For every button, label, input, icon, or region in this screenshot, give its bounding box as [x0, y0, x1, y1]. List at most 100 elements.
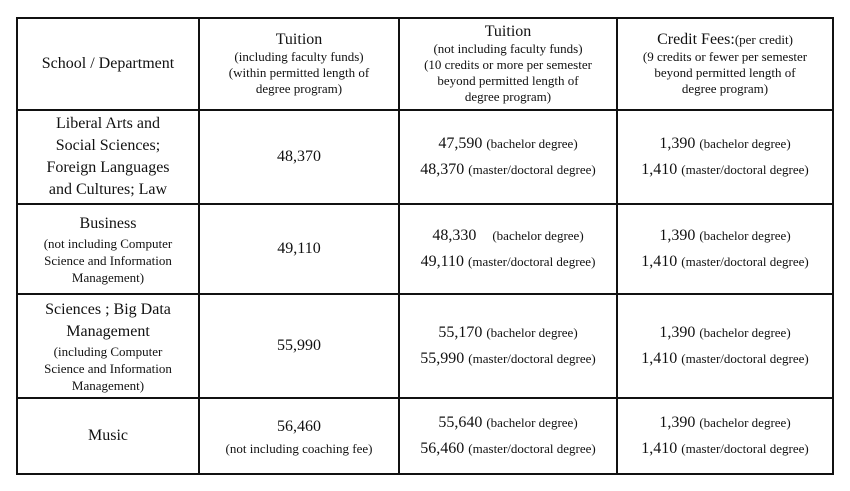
- amount: 56,460: [420, 440, 465, 457]
- credit-master: 1,410 (master/doctoral degree): [622, 436, 828, 462]
- school-cell: Sciences ; Big Data Management (includin…: [16, 293, 200, 399]
- school-cell: Business (not including Computer Science…: [16, 203, 200, 295]
- degree-label: (bachelor degree): [486, 415, 578, 430]
- amount: 1,390: [659, 135, 696, 152]
- tuition-incl-amount: 48,370: [277, 148, 321, 165]
- amount: 48,330: [432, 227, 477, 244]
- degree-label: (bachelor degree): [699, 415, 791, 430]
- degree-label: (bachelor degree): [699, 325, 791, 340]
- degree-label: (bachelor degree): [699, 136, 791, 151]
- school-cell: Music: [16, 397, 200, 475]
- school-name: Business: [79, 214, 137, 232]
- header-tuition-excl-sub: beyond permitted length of: [437, 73, 579, 88]
- header-tuition-incl-title: Tuition: [275, 31, 323, 48]
- degree-label: (bachelor degree): [486, 136, 578, 151]
- header-tuition-excl: Tuition (not including faculty funds) (1…: [398, 17, 618, 111]
- school-note: (not including Computer: [43, 235, 173, 251]
- school-name: Foreign Languages: [46, 159, 170, 176]
- tuition-excl-cell: 48,330 (bachelor degree) 49,110 (master/…: [398, 203, 618, 295]
- tuition-incl-amount-line: 56,460: [204, 414, 394, 440]
- tuition-excl-cell: 55,640 (bachelor degree) 56,460 (master/…: [398, 397, 618, 475]
- header-credit-fees-sub: degree program): [681, 81, 769, 96]
- degree-label: (master/doctoral degree): [468, 441, 596, 456]
- degree-label: (master/doctoral degree): [468, 351, 596, 366]
- school-note: (including Computer: [53, 343, 163, 359]
- school-name: Sciences ; Big Data: [45, 300, 171, 318]
- degree-label: (master/doctoral degree): [681, 254, 809, 269]
- tuition-incl-cell: 56,460 (not including coaching fee): [198, 397, 400, 475]
- header-tuition-excl-sub: (10 credits or more per semester: [424, 57, 592, 72]
- header-tuition-incl-sub: (including faculty funds): [234, 49, 364, 64]
- credit-fees-cell: 1,390 (bachelor degree) 1,410 (master/do…: [616, 109, 834, 205]
- tuition-excl-bachelor: 47,590 (bachelor degree): [404, 131, 612, 157]
- amount: 48,370: [420, 161, 465, 178]
- table-row: Music 56,460 (not including coaching fee…: [16, 397, 834, 475]
- credit-master: 1,410 (master/doctoral degree): [622, 249, 828, 275]
- table-row: Business (not including Computer Science…: [16, 203, 834, 295]
- tuition-excl-master: 55,990 (master/doctoral degree): [404, 346, 612, 372]
- tuition-excl-bachelor: 55,170 (bachelor degree): [404, 320, 612, 346]
- amount: 1,410: [641, 253, 678, 270]
- tuition-excl-cell: 47,590 (bachelor degree) 48,370 (master/…: [398, 109, 618, 205]
- tuition-incl-note: (not including coaching fee): [225, 441, 373, 456]
- amount: 1,390: [659, 324, 696, 341]
- header-school-department: School / Department: [16, 17, 200, 111]
- degree-label: (master/doctoral degree): [681, 162, 809, 177]
- tuition-incl-amount: 55,990: [277, 337, 321, 354]
- tuition-excl-master: 49,110 (master/doctoral degree): [404, 249, 612, 275]
- table-row: Sciences ; Big Data Management (includin…: [16, 293, 834, 399]
- credit-fees-cell: 1,390 (bachelor degree) 1,410 (master/do…: [616, 203, 834, 295]
- amount: 55,990: [420, 350, 465, 367]
- header-tuition-excl-sub: degree program): [464, 89, 552, 104]
- school-note: Science and Information: [44, 252, 172, 268]
- tuition-incl-cell: 55,990: [198, 293, 400, 399]
- school-name: and Cultures; Law: [48, 181, 168, 198]
- school-name: Liberal Arts and: [56, 115, 160, 132]
- school-cell: Liberal Arts and Social Sciences; Foreig…: [16, 109, 200, 205]
- credit-fees-cell: 1,390 (bachelor degree) 1,410 (master/do…: [616, 293, 834, 399]
- school-note: Management): [71, 377, 145, 393]
- tuition-excl-bachelor: 48,330 (bachelor degree): [404, 223, 612, 249]
- amount: 47,590: [438, 135, 483, 152]
- amount: 55,640: [438, 414, 483, 431]
- school-note: Science and Information: [44, 360, 172, 376]
- header-tuition-incl-sub: degree program): [255, 81, 343, 96]
- header-tuition-excl-sub: (not including faculty funds): [433, 41, 583, 56]
- header-tuition-excl-title: Tuition: [484, 23, 532, 40]
- tuition-excl-master: 56,460 (master/doctoral degree): [404, 436, 612, 462]
- credit-master: 1,410 (master/doctoral degree): [622, 157, 828, 183]
- amount: 49,110: [420, 253, 464, 270]
- credit-bachelor: 1,390 (bachelor degree): [622, 320, 828, 346]
- credit-master: 1,410 (master/doctoral degree): [622, 346, 828, 372]
- school-name: Management: [66, 322, 150, 340]
- header-credit-fees-per-credit: (per credit): [734, 32, 793, 47]
- credit-bachelor: 1,390 (bachelor degree): [622, 223, 828, 249]
- credit-bachelor: 1,390 (bachelor degree): [622, 410, 828, 436]
- header-credit-fees-sub: beyond permitted length of: [654, 65, 796, 80]
- amount: 1,410: [641, 440, 678, 457]
- degree-label: (master/doctoral degree): [468, 254, 596, 269]
- degree-label: (bachelor degree): [492, 228, 584, 243]
- header-credit-fees: Credit Fees:(per credit) (9 credits or f…: [616, 17, 834, 111]
- table-row: Liberal Arts and Social Sciences; Foreig…: [16, 109, 834, 205]
- amount: 1,410: [641, 350, 678, 367]
- header-credit-fees-title-text: Credit Fees:: [657, 31, 735, 48]
- degree-label: (bachelor degree): [699, 228, 791, 243]
- school-name: Social Sciences;: [55, 137, 161, 154]
- tuition-fees-table: School / Department Tuition (including f…: [16, 17, 834, 475]
- amount: 1,390: [659, 227, 696, 244]
- credit-fees-cell: 1,390 (bachelor degree) 1,410 (master/do…: [616, 397, 834, 475]
- header-row: School / Department Tuition (including f…: [16, 17, 834, 111]
- amount: 1,390: [659, 414, 696, 431]
- school-name: Music: [88, 427, 128, 444]
- amount: 1,410: [641, 161, 678, 178]
- tuition-excl-master: 48,370 (master/doctoral degree): [404, 157, 612, 183]
- header-tuition-incl: Tuition (including faculty funds) (withi…: [198, 17, 400, 111]
- tuition-incl-amount: 49,110: [277, 240, 321, 257]
- tuition-excl-bachelor: 55,640 (bachelor degree): [404, 410, 612, 436]
- degree-label: (master/doctoral degree): [681, 351, 809, 366]
- amount: 55,170: [438, 324, 483, 341]
- tuition-incl-cell: 49,110: [198, 203, 400, 295]
- header-credit-fees-title: Credit Fees:(per credit): [622, 31, 828, 49]
- tuition-incl-amount: 56,460: [277, 418, 321, 435]
